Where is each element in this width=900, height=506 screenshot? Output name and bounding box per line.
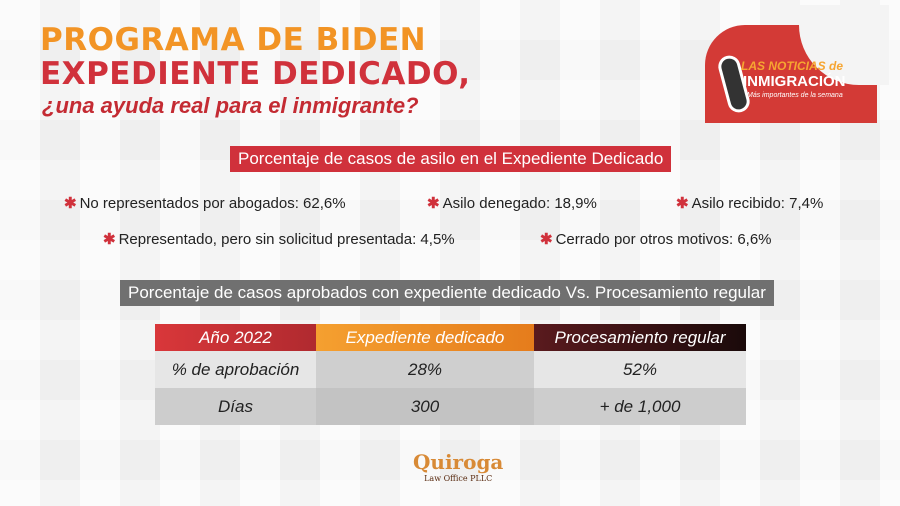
title-line-2: EXPEDIENTE DEDICADO,	[40, 56, 471, 92]
table-cell: 28%	[316, 351, 534, 388]
table-row: % de aprobación 28% 52%	[155, 351, 746, 388]
table-cell: Días	[155, 388, 316, 425]
brand-name: Quiroga	[413, 450, 504, 474]
badge-line-2: INMIGRACIÓN	[743, 73, 846, 90]
badge-line-1: LAS NOTICIAS de	[741, 59, 844, 73]
table-cell: 52%	[534, 351, 746, 388]
asterisk-icon: ✱	[427, 195, 440, 212]
table-header: Año 2022	[155, 324, 316, 351]
asterisk-icon: ✱	[64, 195, 77, 212]
stat-item: ✱ Asilo denegado: 18,9%	[427, 195, 597, 212]
table-cell: % de aprobación	[155, 351, 316, 388]
stat-item: ✱ Asilo recibido: 7,4%	[676, 195, 824, 212]
table-row: Días 300 + de 1,000	[155, 388, 746, 425]
title-line-1: PROGRAMA DE BIDEN	[40, 22, 427, 58]
table-cell: + de 1,000	[534, 388, 746, 425]
brand-sub: Law Office PLLC	[424, 474, 493, 483]
section2-heading: Porcentaje de casos aprobados con expedi…	[120, 280, 774, 306]
badge-line-3: Más importantes de la semana	[747, 92, 843, 99]
stat-item: ✱ No representados por abogados: 62,6%	[64, 195, 346, 212]
quiroga-logo: Quiroga Law Office PLLC	[413, 450, 503, 483]
subtitle: ¿una ayuda real para el inmigrante?	[42, 93, 419, 118]
stat-item: ✱ Cerrado por otros motivos: 6,6%	[540, 231, 772, 248]
table-cell: 300	[316, 388, 534, 425]
asterisk-icon: ✱	[540, 231, 553, 248]
comparison-table: Año 2022 Expediente dedicado Procesamien…	[155, 324, 746, 425]
asterisk-icon: ✱	[103, 231, 116, 248]
table-header: Expediente dedicado	[316, 324, 534, 351]
asterisk-icon: ✱	[676, 195, 689, 212]
stat-item: ✱ Representado, pero sin solicitud presen…	[103, 231, 455, 248]
table-header: Procesamiento regular	[534, 324, 746, 351]
section1-heading: Porcentaje de casos de asilo en el Exped…	[230, 146, 672, 172]
news-badge-logo: LAS NOTICIAS de INMIGRACIÓN Más importan…	[705, 5, 889, 123]
